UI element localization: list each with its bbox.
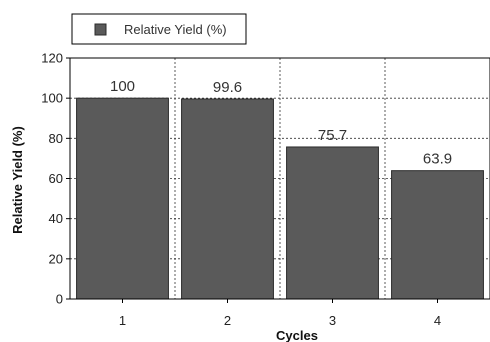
y-tick-label: 40 bbox=[49, 211, 63, 226]
y-tick-label: 20 bbox=[49, 251, 63, 266]
legend: Relative Yield (%) bbox=[71, 13, 247, 45]
y-tick-label: 120 bbox=[41, 51, 63, 66]
data-label: 100 bbox=[110, 78, 135, 95]
bar bbox=[181, 98, 274, 300]
data-label: 75.7 bbox=[318, 127, 347, 144]
legend-swatch bbox=[94, 23, 107, 36]
x-tick-label: 2 bbox=[224, 313, 231, 328]
bar bbox=[76, 97, 169, 300]
y-tick-label: 0 bbox=[56, 292, 63, 307]
data-label: 99.6 bbox=[213, 79, 242, 96]
y-tick-label: 100 bbox=[41, 91, 63, 106]
y-axis-title: Relative Yield (%) bbox=[10, 126, 25, 234]
x-axis-title: Cycles bbox=[276, 328, 318, 342]
legend-label: Relative Yield (%) bbox=[124, 22, 227, 37]
plot-area: 100 99.6 75.7 63.9 0 20 40 60 80 100 120 1 2 3 4 bbox=[41, 51, 490, 328]
data-label: 63.9 bbox=[423, 151, 452, 168]
y-tick-label: 80 bbox=[49, 131, 63, 146]
y-tick-label: 60 bbox=[49, 171, 63, 186]
x-tick-label: 1 bbox=[119, 313, 126, 328]
x-tick-label: 3 bbox=[329, 313, 336, 328]
bar bbox=[391, 170, 484, 300]
bar bbox=[286, 146, 379, 300]
x-tick-label: 4 bbox=[434, 313, 441, 328]
